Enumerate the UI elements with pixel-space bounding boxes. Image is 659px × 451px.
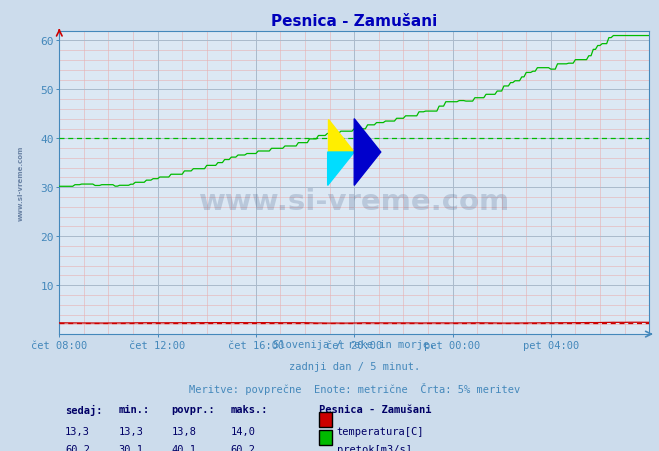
Title: Pesnica - Zamušani: Pesnica - Zamušani [271, 14, 438, 29]
Text: min.:: min.: [119, 404, 150, 414]
Text: 60,2: 60,2 [231, 444, 255, 451]
Text: Pesnica - Zamušani: Pesnica - Zamušani [319, 404, 432, 414]
Text: Meritve: povprečne  Enote: metrične  Črta: 5% meritev: Meritve: povprečne Enote: metrične Črta:… [188, 382, 520, 395]
Text: zadnji dan / 5 minut.: zadnji dan / 5 minut. [289, 361, 420, 371]
Polygon shape [328, 120, 355, 153]
Text: sedaj:: sedaj: [65, 404, 103, 415]
Text: 13,3: 13,3 [119, 426, 143, 436]
Text: temperatura[C]: temperatura[C] [337, 426, 424, 436]
Polygon shape [355, 120, 381, 186]
FancyBboxPatch shape [319, 412, 331, 428]
Text: Slovenija / reke in morje.: Slovenija / reke in morje. [273, 339, 436, 349]
Text: www.si-vreme.com: www.si-vreme.com [198, 187, 510, 215]
Text: maks.:: maks.: [231, 404, 268, 414]
Text: 30,1: 30,1 [119, 444, 143, 451]
Text: pretok[m3/s]: pretok[m3/s] [337, 444, 411, 451]
Text: povpr.:: povpr.: [171, 404, 215, 414]
Text: 60,2: 60,2 [65, 444, 90, 451]
Polygon shape [328, 153, 355, 186]
Text: www.si-vreme.com: www.si-vreme.com [18, 145, 24, 221]
FancyBboxPatch shape [319, 430, 331, 446]
Text: 14,0: 14,0 [231, 426, 255, 436]
Text: 13,3: 13,3 [65, 426, 90, 436]
Text: 13,8: 13,8 [171, 426, 196, 436]
Text: 40,1: 40,1 [171, 444, 196, 451]
